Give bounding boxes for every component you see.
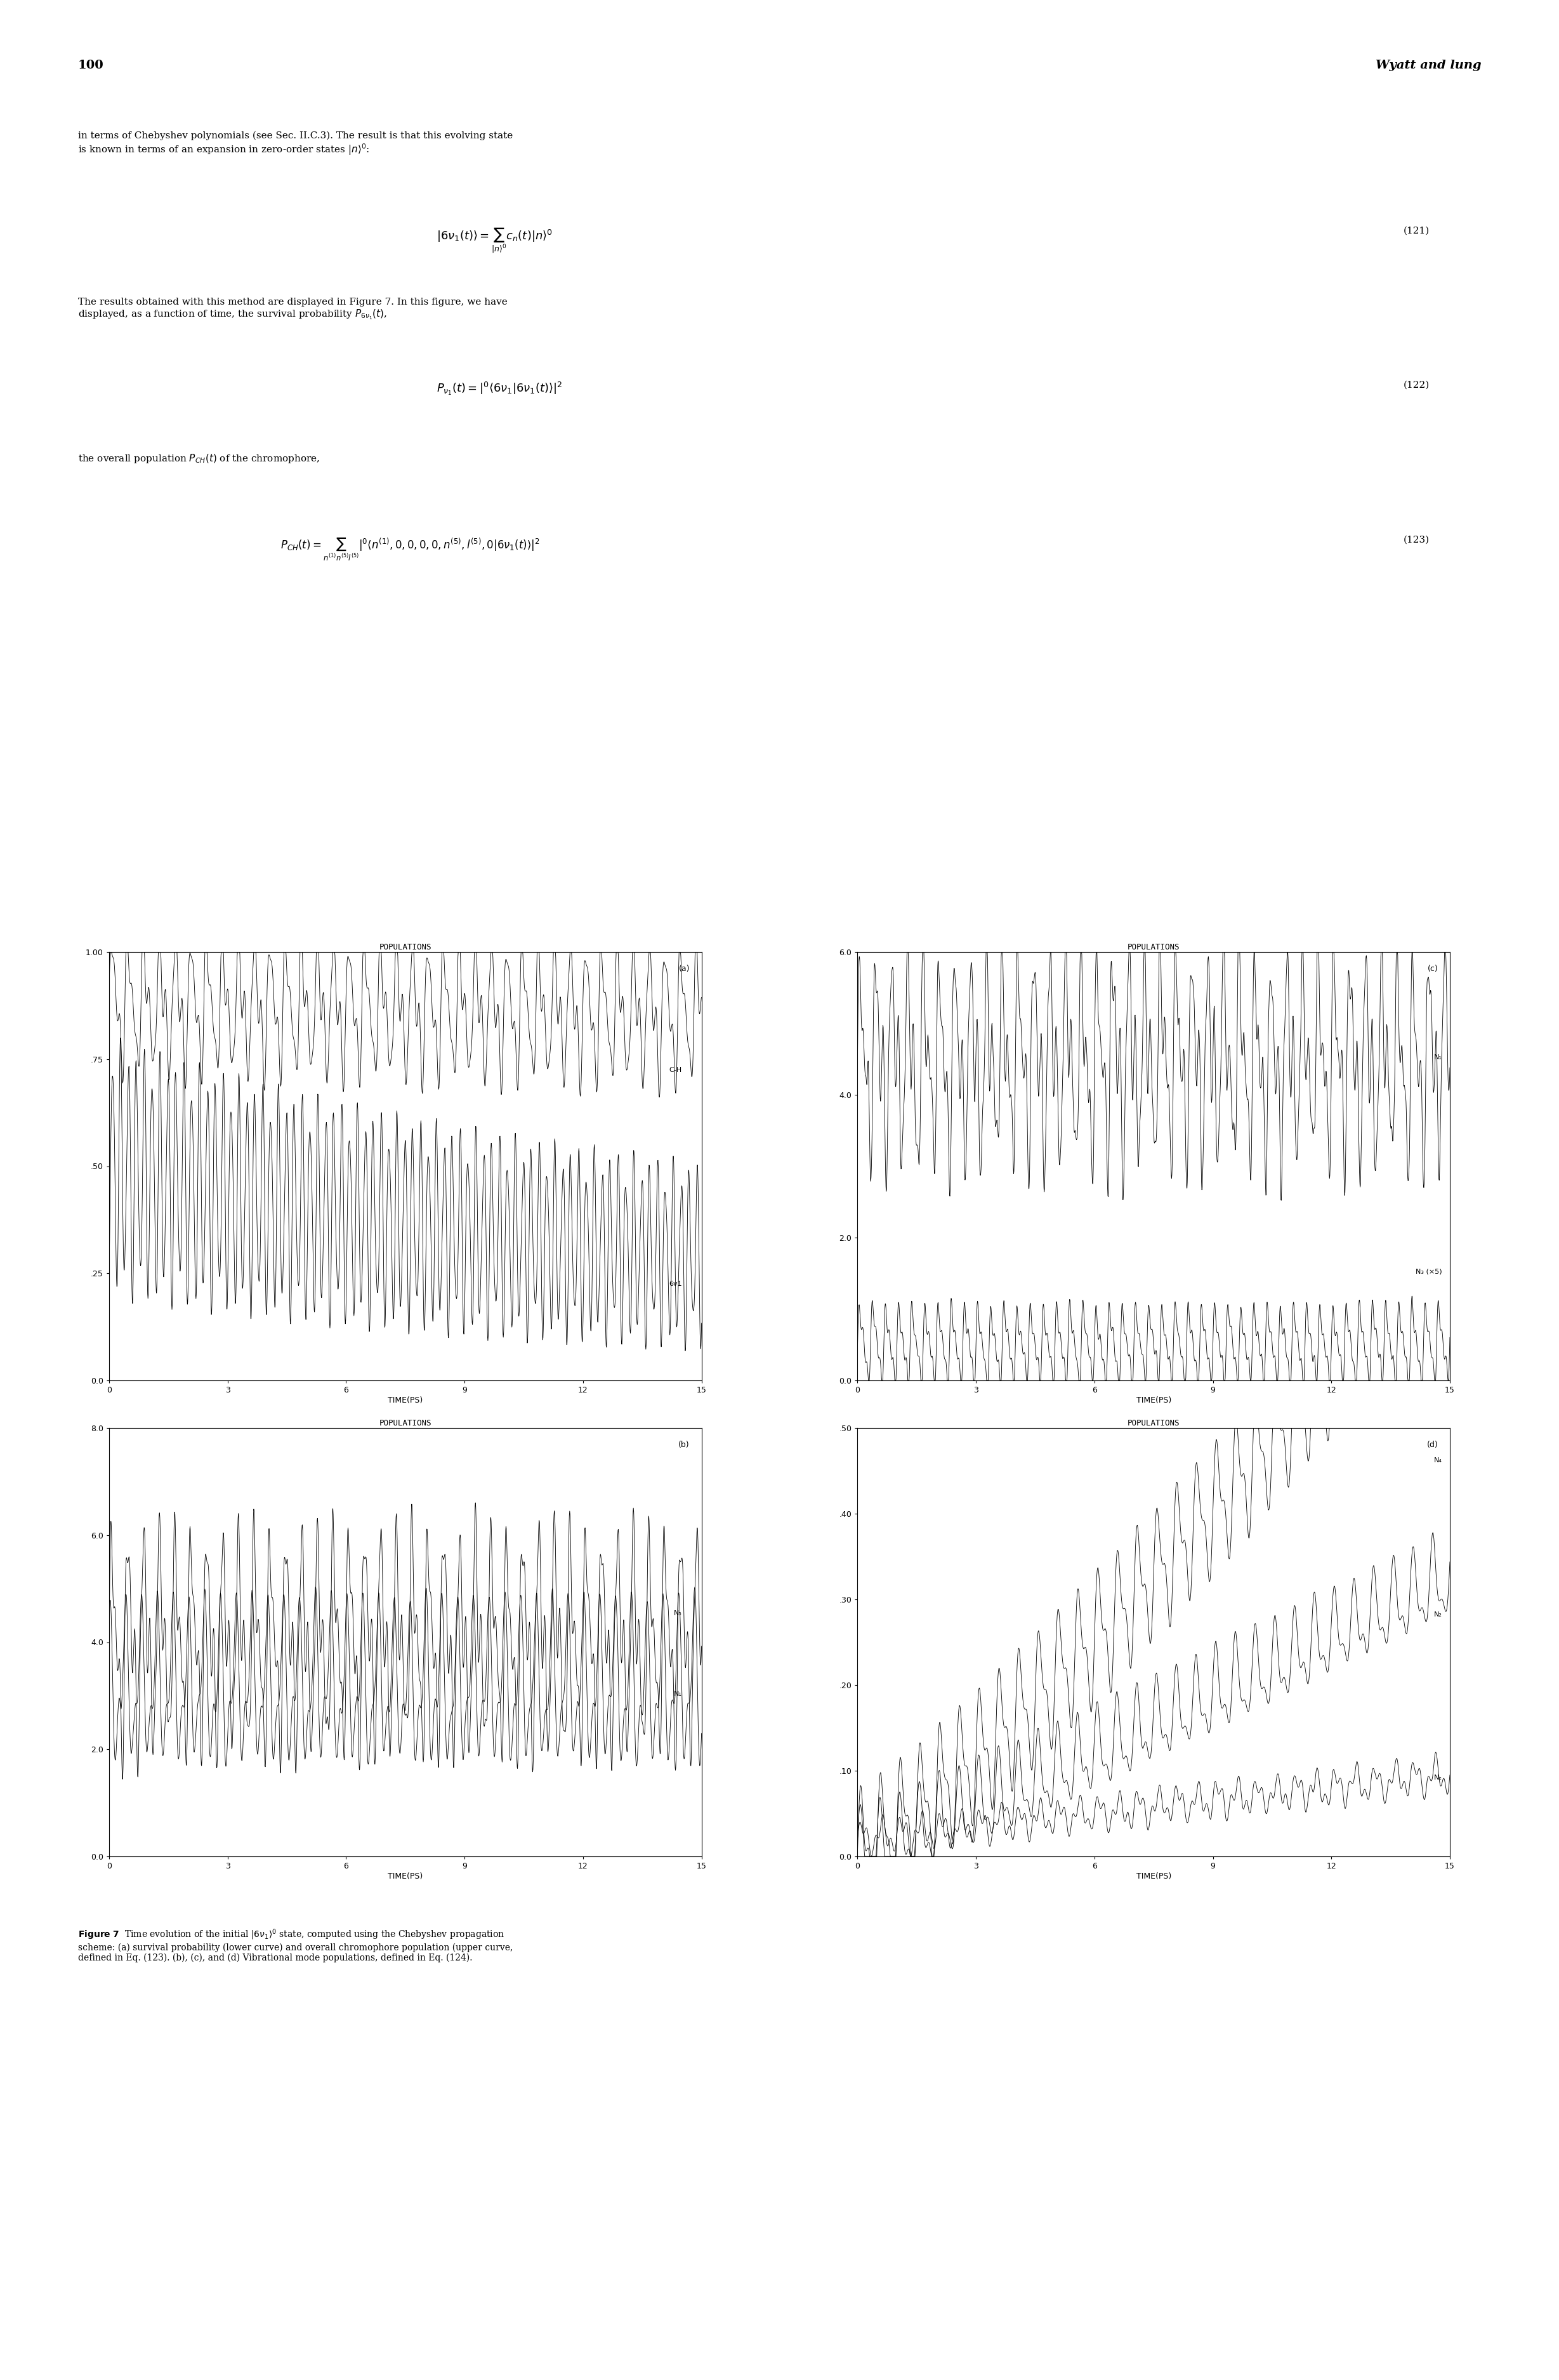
X-axis label: TIME(PS): TIME(PS): [1137, 1873, 1171, 1880]
Text: in terms of Chebyshev polynomials (see Sec. II.C.3). The result is that this evo: in terms of Chebyshev polynomials (see S…: [78, 131, 513, 157]
Text: $P_{\nu_1}(t) = |{}^0\langle 6\nu_1|6\nu_1(t)\rangle|^2$: $P_{\nu_1}(t) = |{}^0\langle 6\nu_1|6\nu…: [437, 381, 563, 397]
Text: N₅: N₅: [673, 1611, 681, 1616]
X-axis label: TIME(PS): TIME(PS): [1137, 1397, 1171, 1404]
Text: (d): (d): [1426, 1440, 1437, 1449]
Title: POPULATIONS: POPULATIONS: [1127, 1418, 1180, 1428]
Text: The results obtained with this method are displayed in Figure 7. In this figure,: The results obtained with this method ar…: [78, 298, 507, 321]
X-axis label: TIME(PS): TIME(PS): [388, 1397, 422, 1404]
Text: Nₑ: Nₑ: [1434, 1773, 1442, 1780]
Text: N₁: N₁: [673, 1690, 681, 1697]
Text: C-H: C-H: [669, 1066, 681, 1073]
Text: 6v1: 6v1: [669, 1280, 681, 1288]
Text: the overall population $P_{CH}(t)$ of the chromophore,: the overall population $P_{CH}(t)$ of th…: [78, 452, 320, 464]
Title: POPULATIONS: POPULATIONS: [1127, 942, 1180, 952]
Text: N₂: N₂: [1434, 1611, 1442, 1618]
Text: N₄: N₄: [1434, 1457, 1442, 1464]
Text: (c): (c): [1428, 964, 1437, 973]
Title: POPULATIONS: POPULATIONS: [379, 1418, 432, 1428]
Text: (b): (b): [678, 1440, 689, 1449]
Text: $P_{CH}(t) = \sum_{n^{(1)}n^{(5)}l^{(5)}} |{}^0\langle n^{(1)}, 0, 0, 0, 0, n^{(: $P_{CH}(t) = \sum_{n^{(1)}n^{(5)}l^{(5)}…: [281, 536, 539, 562]
Text: Wyatt and lung: Wyatt and lung: [1375, 60, 1481, 71]
Text: (121): (121): [1403, 226, 1430, 236]
Text: (123): (123): [1403, 536, 1430, 545]
Title: POPULATIONS: POPULATIONS: [379, 942, 432, 952]
Text: (122): (122): [1403, 381, 1430, 390]
Text: $\bf{Figure\ 7}$  Time evolution of the initial $|6\nu_1\rangle^0$ state, comput: $\bf{Figure\ 7}$ Time evolution of the i…: [78, 1928, 513, 1963]
Text: N₁: N₁: [1434, 1054, 1442, 1061]
X-axis label: TIME(PS): TIME(PS): [388, 1873, 422, 1880]
Text: (a): (a): [678, 964, 689, 973]
Text: N₃ (×5): N₃ (×5): [1416, 1269, 1442, 1276]
Text: 100: 100: [78, 60, 104, 71]
Text: $|6\nu_1(t)\rangle = \sum_{|n\rangle^0} c_n(t)|n\rangle^0$: $|6\nu_1(t)\rangle = \sum_{|n\rangle^0} …: [437, 226, 552, 255]
